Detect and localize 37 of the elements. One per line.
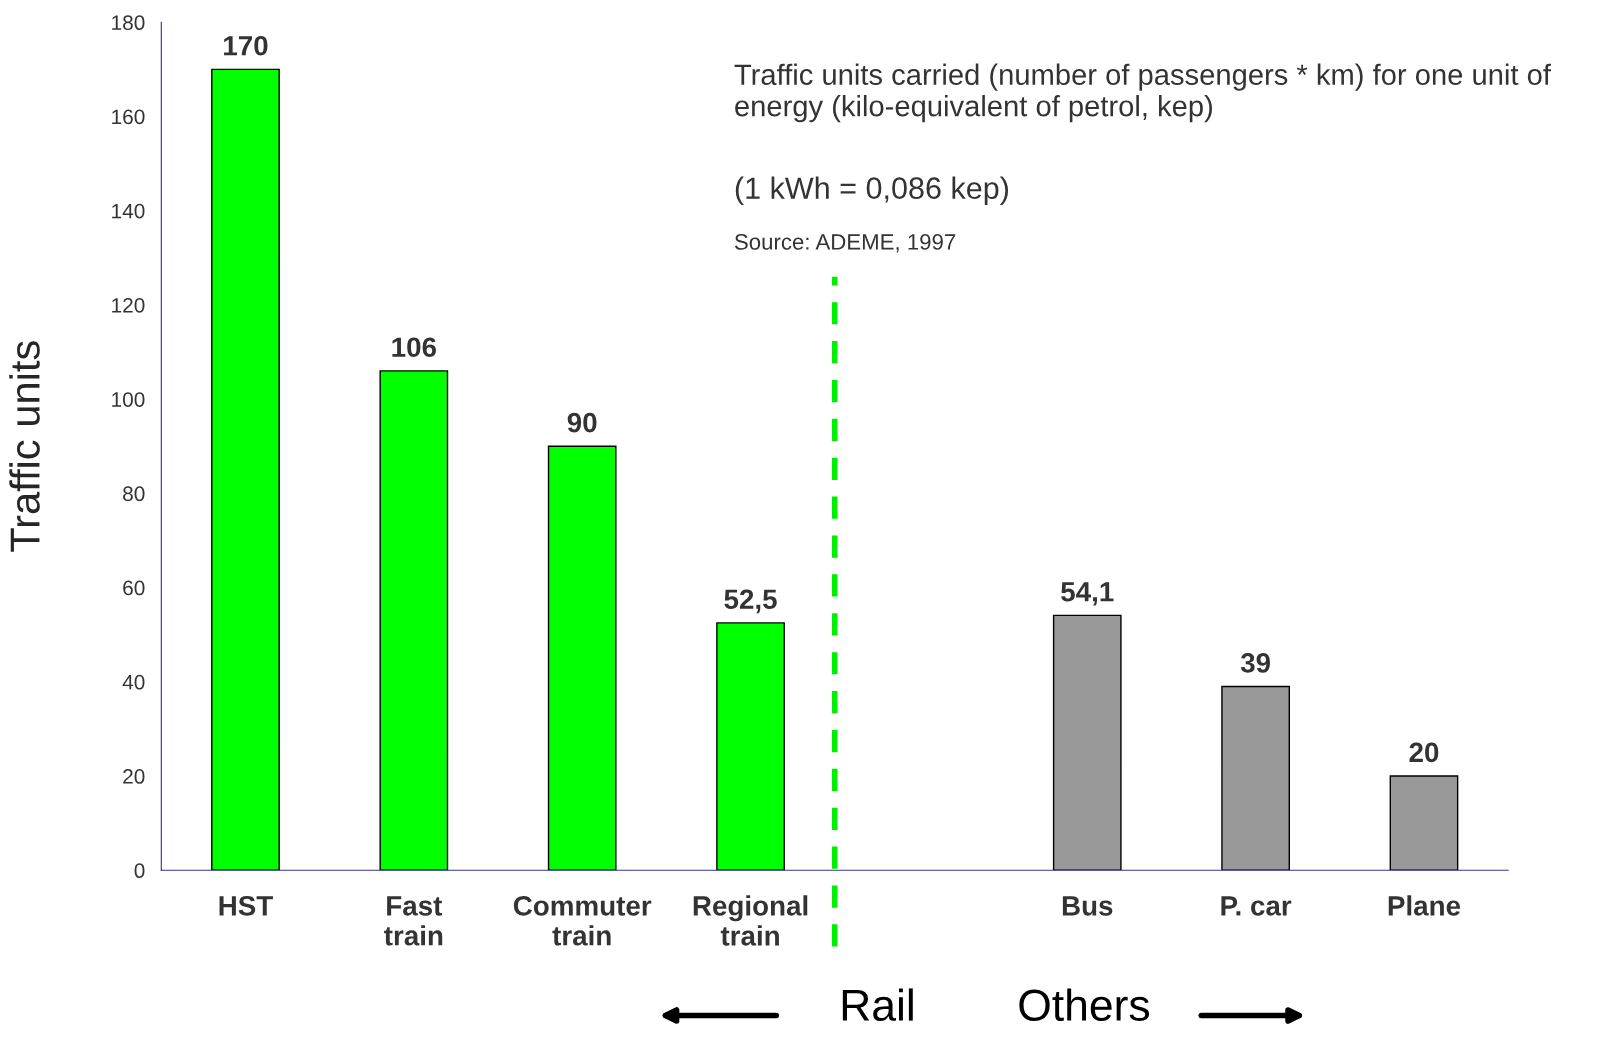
- annotation: Source: ADEME, 1997: [734, 234, 956, 253]
- y-tick-label: 80: [123, 486, 145, 502]
- data-label: 20: [1409, 742, 1439, 763]
- y-tick-label: 20: [123, 769, 145, 784]
- bar: [1221, 685, 1290, 871]
- text: Others: [1019, 988, 1150, 1022]
- bar: [716, 622, 785, 871]
- x-tick-label: P. car: [1221, 896, 1292, 916]
- data-label: 90: [567, 412, 597, 433]
- annotation: (1 kWh = 0,086 kep): [735, 176, 1008, 206]
- data-label: 106: [392, 337, 437, 358]
- y-tick-label: 180: [112, 15, 145, 31]
- bar: [211, 68, 280, 871]
- y-tick-label: 60: [123, 580, 145, 596]
- annotation: Traffic units carried (number of passengers * km) for one unit of energy (kilo-equivalent of petrol, kep): [734, 63, 1551, 123]
- bar: [379, 370, 449, 871]
- y-tick-label: 0: [134, 863, 145, 879]
- data-label: 39: [1240, 653, 1271, 673]
- x-tick-label: Commuter train: [513, 895, 652, 946]
- x-tick-label: HST: [219, 895, 273, 916]
- text: Rail: [842, 988, 913, 1022]
- data-label: 52,5: [724, 589, 777, 614]
- y-tick-label: 160: [112, 109, 145, 125]
- y-tick-label: 120: [112, 297, 145, 313]
- bar: [547, 445, 617, 871]
- data-label: 170: [224, 35, 268, 56]
- bar: [1389, 775, 1459, 871]
- y-tick-label: 140: [112, 203, 145, 219]
- bar: [1052, 614, 1122, 871]
- y-axis-title: Traffic units: [9, 341, 40, 552]
- x-tick-label: Plane: [1388, 895, 1461, 916]
- y-tick-label: 100: [112, 392, 145, 407]
- x-tick-label: Bus: [1062, 896, 1113, 916]
- x-tick-label: Fast train: [384, 896, 443, 946]
- data-label: 54,1: [1061, 582, 1114, 606]
- y-tick-label: 40: [122, 674, 145, 690]
- x-tick-label: Regional train: [693, 895, 808, 946]
